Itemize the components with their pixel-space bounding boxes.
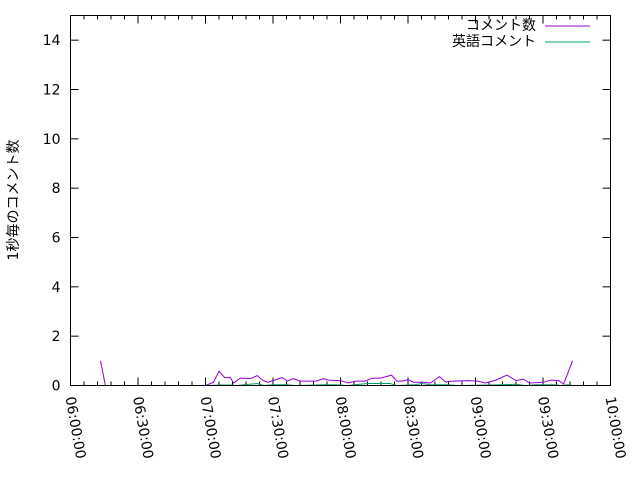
x-tick-label: 06:30:00: [129, 395, 156, 460]
x-tick-label: 08:30:00: [399, 395, 426, 460]
y-tick-label: 14: [43, 33, 61, 49]
plot-border: [70, 15, 611, 386]
y-axis-label: 1秒毎のコメント数: [6, 140, 22, 261]
y-tick-label: 6: [52, 231, 61, 247]
x-tick-label: 07:30:00: [264, 395, 291, 460]
x-tick-label: 10:00:00: [602, 395, 629, 460]
x-tick-label: 07:00:00: [197, 395, 224, 460]
series-line-comments: [205, 360, 574, 386]
x-tick-labels: 06:00:00 06:30:00 07:00:00 07:30:00 08:00:00…: [62, 395, 629, 460]
legend-label-0: コメント数: [466, 18, 536, 34]
y-tick-label: 2: [52, 329, 61, 345]
y-tick-label: 0: [52, 379, 61, 395]
y-tick-label: 8: [52, 181, 61, 197]
axis-ticks: [70, 15, 611, 386]
series-lines: [100, 360, 574, 387]
y-tick-labels: 0 2 4 6 8 10 12 14: [43, 33, 61, 394]
series-line-comments: [100, 360, 106, 386]
x-tick-label: 09:30:00: [534, 395, 561, 460]
x-tick-label: 08:00:00: [332, 395, 359, 460]
y-tick-label: 4: [52, 280, 61, 296]
y-tick-label: 10: [43, 132, 61, 148]
y-tick-label: 12: [43, 83, 61, 99]
x-tick-label: 06:00:00: [62, 395, 89, 460]
legend: コメント数 英語コメント: [452, 18, 590, 50]
x-tick-label: 09:00:00: [467, 395, 494, 460]
legend-label-1: 英語コメント: [452, 33, 536, 50]
